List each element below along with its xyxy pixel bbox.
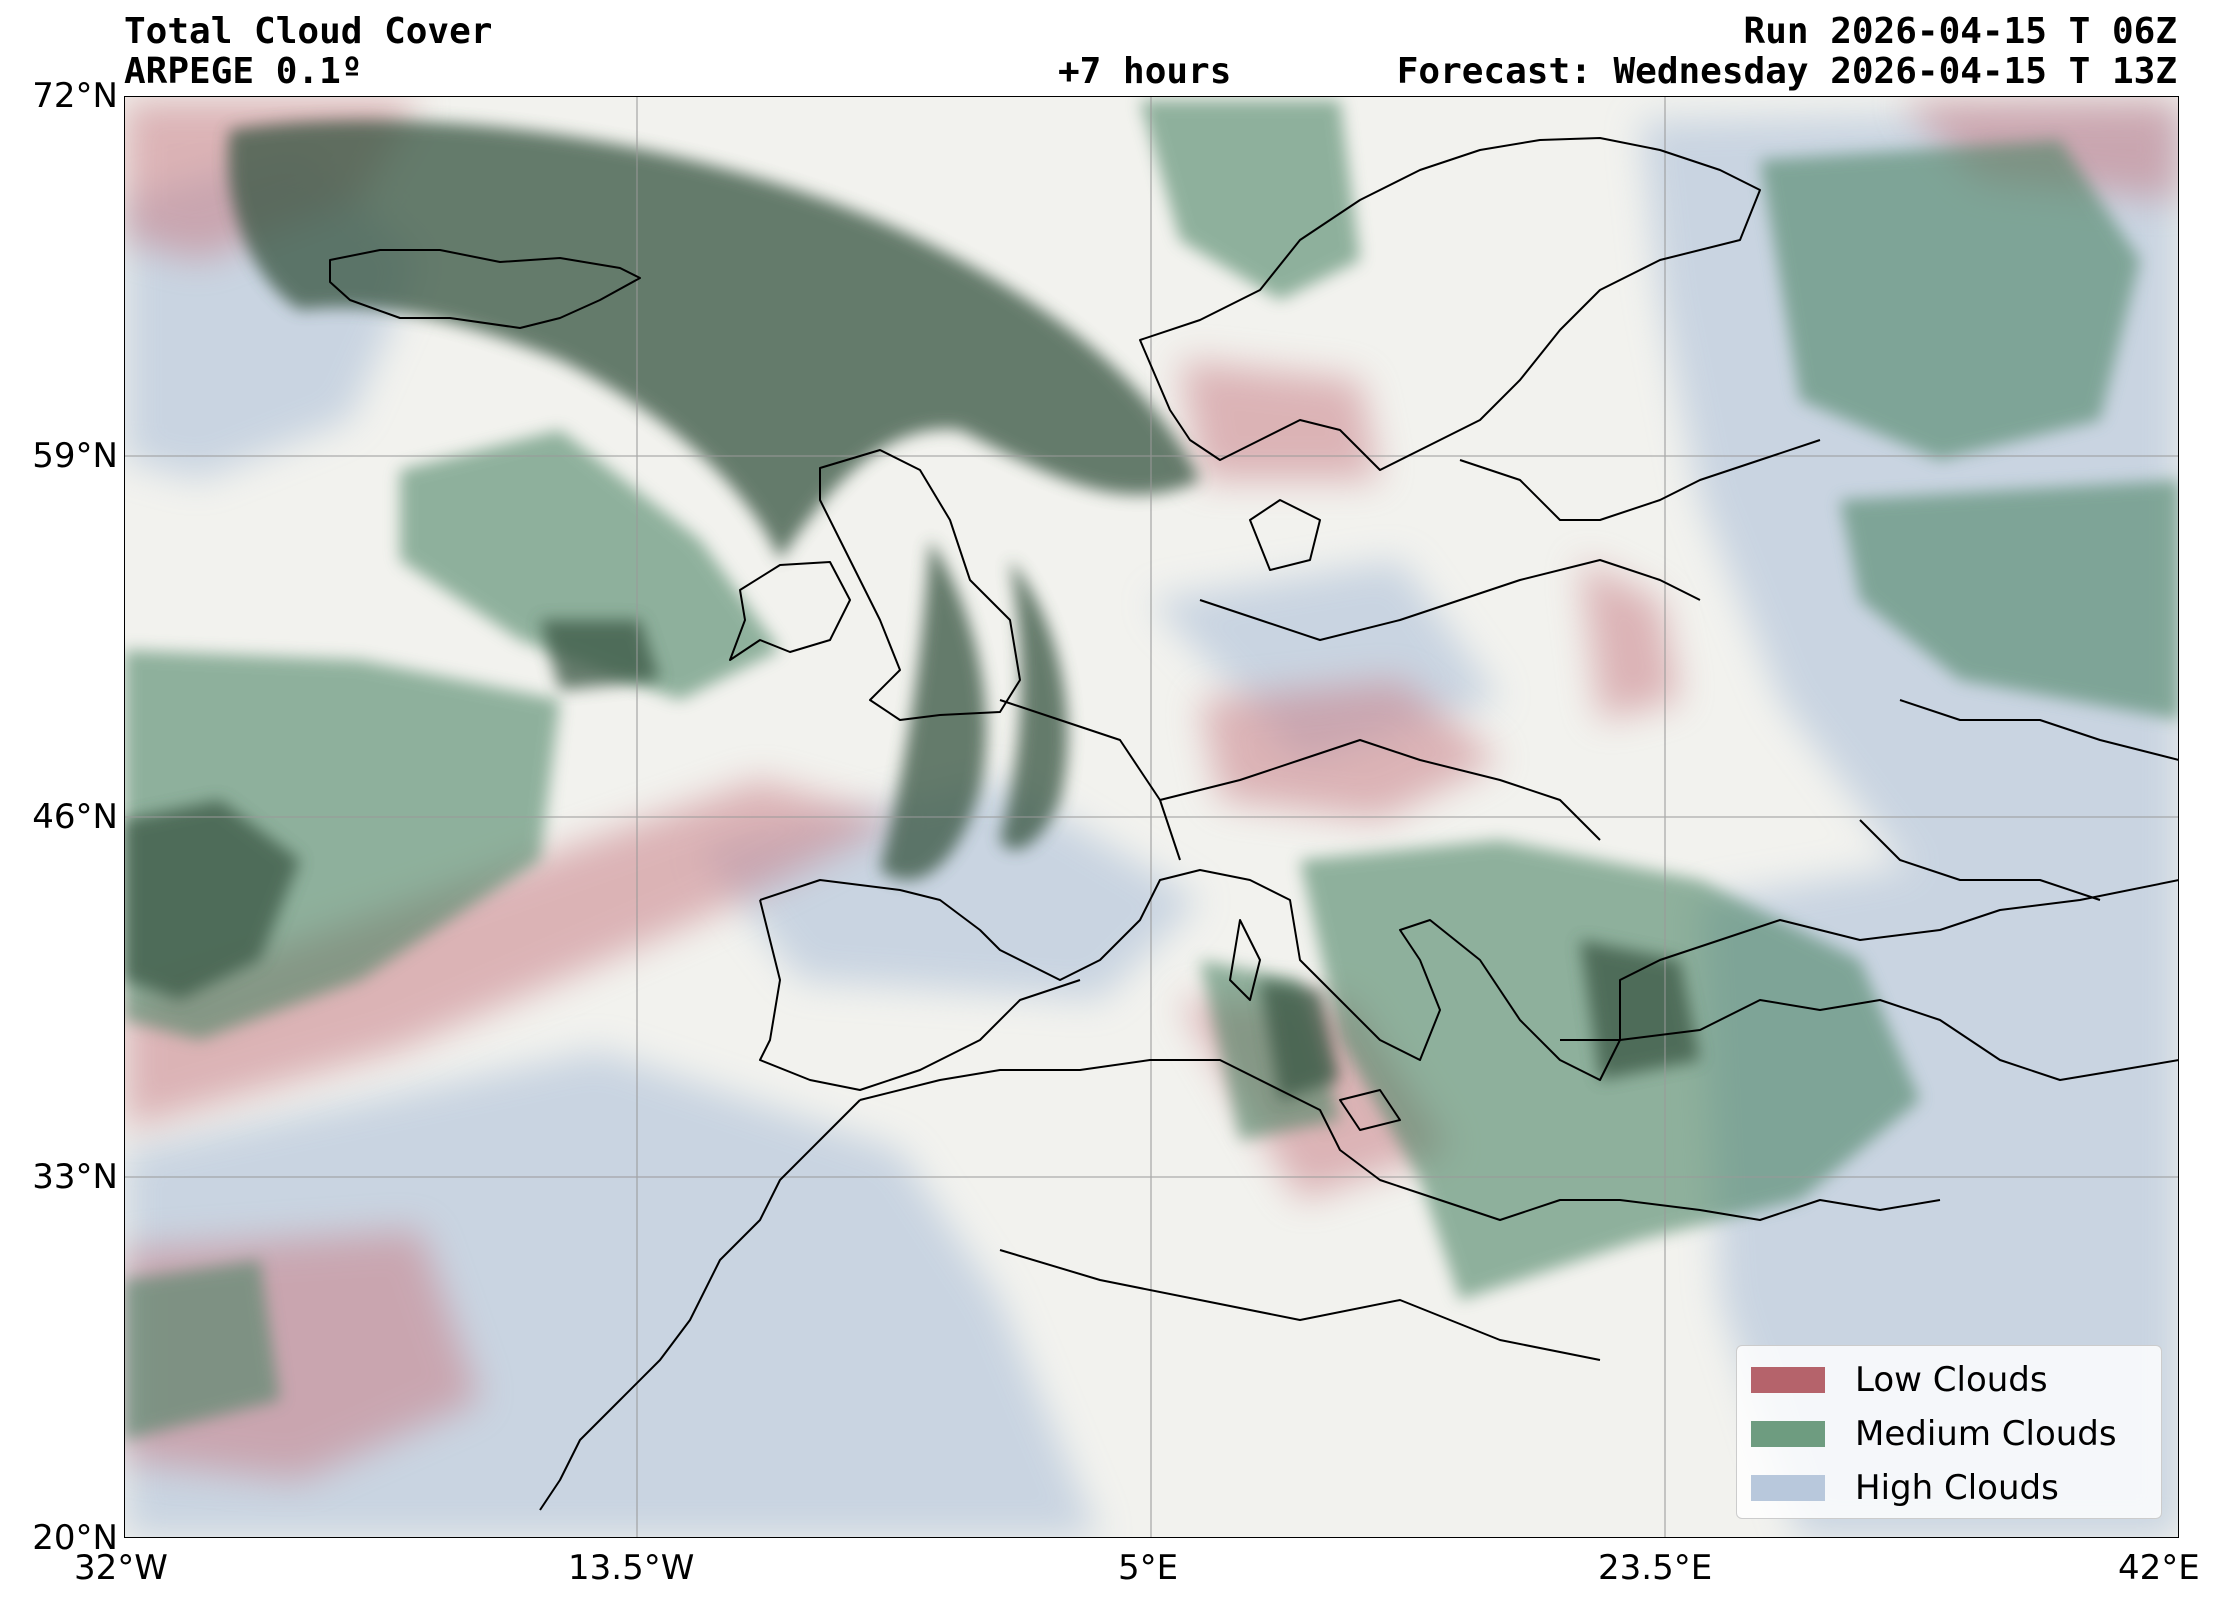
west-africa-coast — [539, 1099, 861, 1511]
sicily-coast — [1339, 1089, 1401, 1131]
legend-swatch-low — [1751, 1367, 1825, 1393]
legend-swatch-high — [1751, 1475, 1825, 1501]
france-border — [999, 699, 1181, 861]
lon-tick-5e: 5°E — [1118, 1548, 1179, 1588]
black-sea-north-coast — [1859, 819, 2101, 901]
britain-coast — [819, 449, 1021, 721]
legend-swatch-medium — [1751, 1421, 1825, 1447]
lat-tick-46: 46°N — [32, 797, 118, 837]
lat-tick-72: 72°N — [32, 76, 118, 116]
north-africa-coast — [859, 1059, 1941, 1221]
legend-item-medium: Medium Clouds — [1751, 1414, 2117, 1454]
lead-time: +7 hours — [1058, 51, 1232, 92]
corsica-sardinia-coast — [1229, 919, 1261, 1001]
run-time: Run 2026-04-15 T 06Z — [1743, 11, 2177, 52]
central-europe-border — [1199, 559, 1701, 641]
lat-tick-59: 59°N — [32, 436, 118, 476]
lat-tick-33: 33°N — [32, 1157, 118, 1197]
legend-label-high: High Clouds — [1855, 1468, 2059, 1508]
baltic-coast — [1459, 439, 1821, 521]
denmark-coast — [1249, 499, 1321, 571]
eastern-border — [1899, 699, 2179, 761]
coastlines — [329, 137, 2179, 1511]
legend: Low Clouds Medium Clouds High Clouds — [1736, 1345, 2162, 1519]
alps-border — [1159, 739, 1601, 841]
forecast-time: Forecast: Wednesday 2026-04-15 T 13Z — [1396, 51, 2177, 92]
legend-item-high: High Clouds — [1751, 1468, 2059, 1508]
thick-cloud-layer — [124, 120, 1700, 1100]
lon-tick-42e: 42°E — [2118, 1548, 2200, 1588]
iceland-coast — [329, 249, 641, 329]
ireland-coast — [729, 561, 851, 661]
lon-tick-23-5e: 23.5°E — [1598, 1548, 1713, 1588]
black-sea-coast — [1560, 999, 2179, 1081]
model-name: ARPEGE 0.1º — [124, 51, 363, 92]
scandinavia-coast — [1139, 137, 1761, 471]
map-title: Total Cloud Cover — [124, 11, 493, 52]
iberia-coast — [759, 899, 1081, 1091]
lon-tick-32w: 32°W — [74, 1548, 168, 1588]
legend-label-medium: Medium Clouds — [1855, 1414, 2117, 1454]
sahara-border — [999, 1249, 1601, 1361]
lon-tick-13-5w: 13.5°W — [568, 1548, 695, 1588]
mediterranean-north-coast — [759, 869, 2179, 1081]
graticule — [124, 96, 2179, 1538]
lat-tick-20: 20°N — [32, 1518, 118, 1558]
legend-item-low: Low Clouds — [1751, 1360, 2048, 1400]
legend-label-low: Low Clouds — [1855, 1360, 2048, 1400]
